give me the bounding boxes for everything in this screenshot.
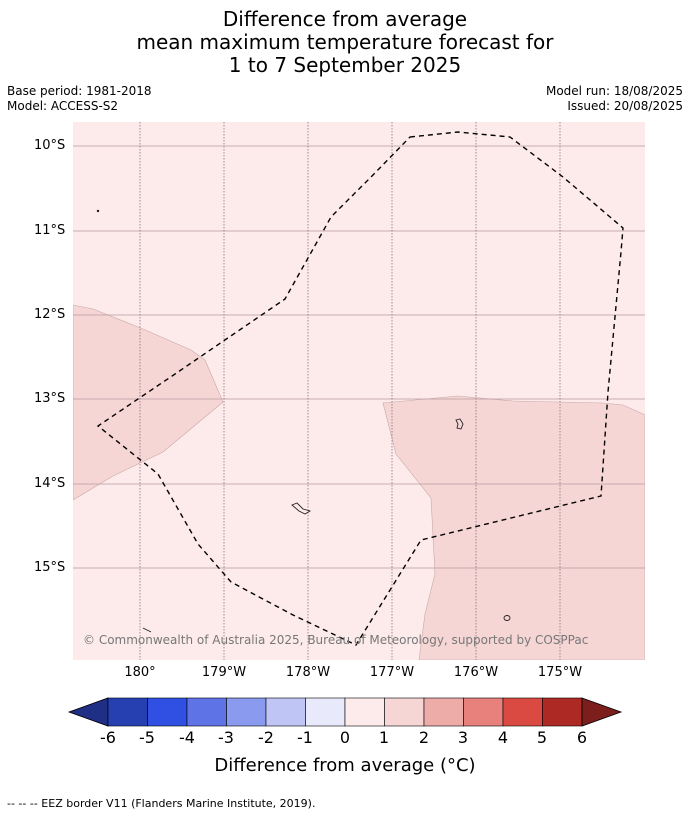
lat-label-14s: 14°S — [34, 476, 66, 491]
model-text: Model: ACCESS-S2 — [7, 99, 119, 113]
eez-footnote: -- -- -- EEZ border V11 (Flanders Marine… — [7, 797, 316, 810]
colorbar-overflow-arrow — [581, 697, 623, 727]
lat-label-10s: 10°S — [34, 138, 66, 153]
model-run-text: Model run: 18/08/2025 — [545, 84, 683, 98]
colorbar-segment — [384, 697, 425, 727]
lon-label-176w: 176°W — [453, 665, 499, 680]
colorbar-segment — [265, 697, 306, 727]
colorbar-tick: 4 — [497, 728, 509, 747]
meta-left: Base period: 1981-2018 Model: ACCESS-S2 — [7, 84, 152, 114]
colorbar-tick: 6 — [576, 728, 588, 747]
warm-region-west — [73, 304, 224, 501]
colorbar-segment — [186, 697, 227, 727]
island-north — [96, 209, 100, 213]
title-line-1: Difference from average — [222, 7, 468, 31]
colorbar-underflow-arrow — [67, 697, 109, 727]
lon-label-178w: 178°W — [285, 665, 331, 680]
lat-label-13s: 13°S — [34, 391, 66, 406]
lon-label-177w: 177°W — [369, 665, 415, 680]
lat-label-12s: 12°S — [34, 307, 66, 322]
title-line-2: mean maximum temperature forecast for — [136, 30, 554, 54]
colorbar-tick: 1 — [378, 728, 390, 747]
lat-label-15s: 15°S — [34, 560, 66, 575]
colorbar-segment — [423, 697, 464, 727]
colorbar-tick: -5 — [139, 728, 155, 747]
latitude-gridlines — [73, 145, 645, 569]
colorbar-tick: 2 — [418, 728, 430, 747]
colorbar — [67, 697, 623, 727]
island-southwest — [142, 627, 152, 633]
lon-label-179w: 179°W — [201, 665, 247, 680]
colorbar-label: Difference from average (°C) — [214, 755, 476, 776]
colorbar-segment — [542, 697, 583, 727]
lat-label-11s: 11°S — [34, 223, 66, 238]
meta-right: Model run: 18/08/2025 Issued: 20/08/2025 — [546, 84, 683, 114]
island-swains — [291, 502, 312, 515]
colorbar-segment — [226, 697, 267, 727]
map-panel — [73, 122, 645, 660]
island-fakaofo — [455, 418, 464, 430]
lon-label-175w: 175°W — [537, 665, 583, 680]
islands — [96, 209, 511, 633]
colorbar-segment — [463, 697, 504, 727]
title-line-3: 1 to 7 September 2025 — [228, 53, 462, 77]
copyright-text: © Commonwealth of Australia 2025, Bureau… — [83, 633, 589, 647]
colorbar-segment — [502, 697, 543, 727]
map-title: Difference from average mean maximum tem… — [0, 8, 690, 77]
eez-border — [96, 131, 624, 646]
island-southeast — [503, 615, 511, 621]
colorbar-tick: -3 — [218, 728, 234, 747]
colorbar-tick: -6 — [100, 728, 116, 747]
colorbar-segment — [305, 697, 346, 727]
colorbar-tick: -1 — [297, 728, 313, 747]
warm-region-east — [382, 395, 645, 660]
colorbar-tick: 3 — [457, 728, 469, 747]
base-period-text: Base period: 1981-2018 — [7, 84, 152, 98]
colorbar-tick: 5 — [536, 728, 548, 747]
issued-text: Issued: 20/08/2025 — [567, 99, 683, 113]
longitude-gridlines — [139, 122, 561, 660]
colorbar-segment — [344, 697, 385, 727]
colorbar-tick: -2 — [258, 728, 274, 747]
lon-label-180: 180° — [124, 665, 156, 680]
colorbar-tick: 0 — [339, 728, 351, 747]
colorbar-segment — [107, 697, 148, 727]
colorbar-tick: -4 — [179, 728, 195, 747]
colorbar-segment — [147, 697, 188, 727]
